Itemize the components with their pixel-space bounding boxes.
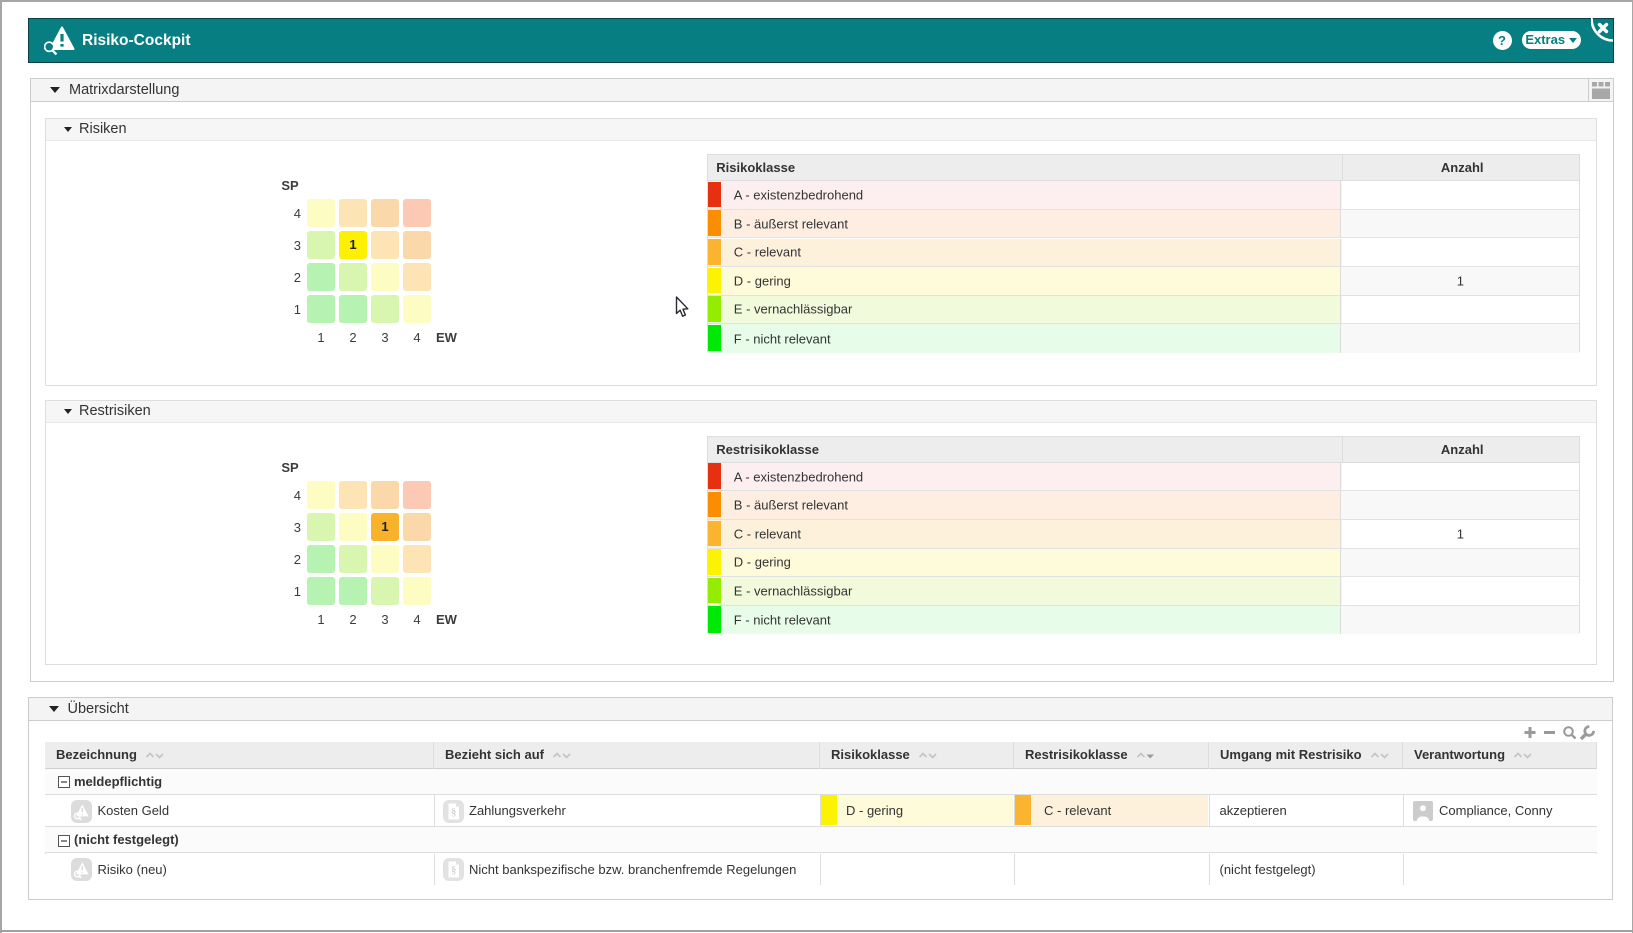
- svg-text:§: §: [451, 866, 456, 877]
- svg-text:§: §: [451, 808, 456, 819]
